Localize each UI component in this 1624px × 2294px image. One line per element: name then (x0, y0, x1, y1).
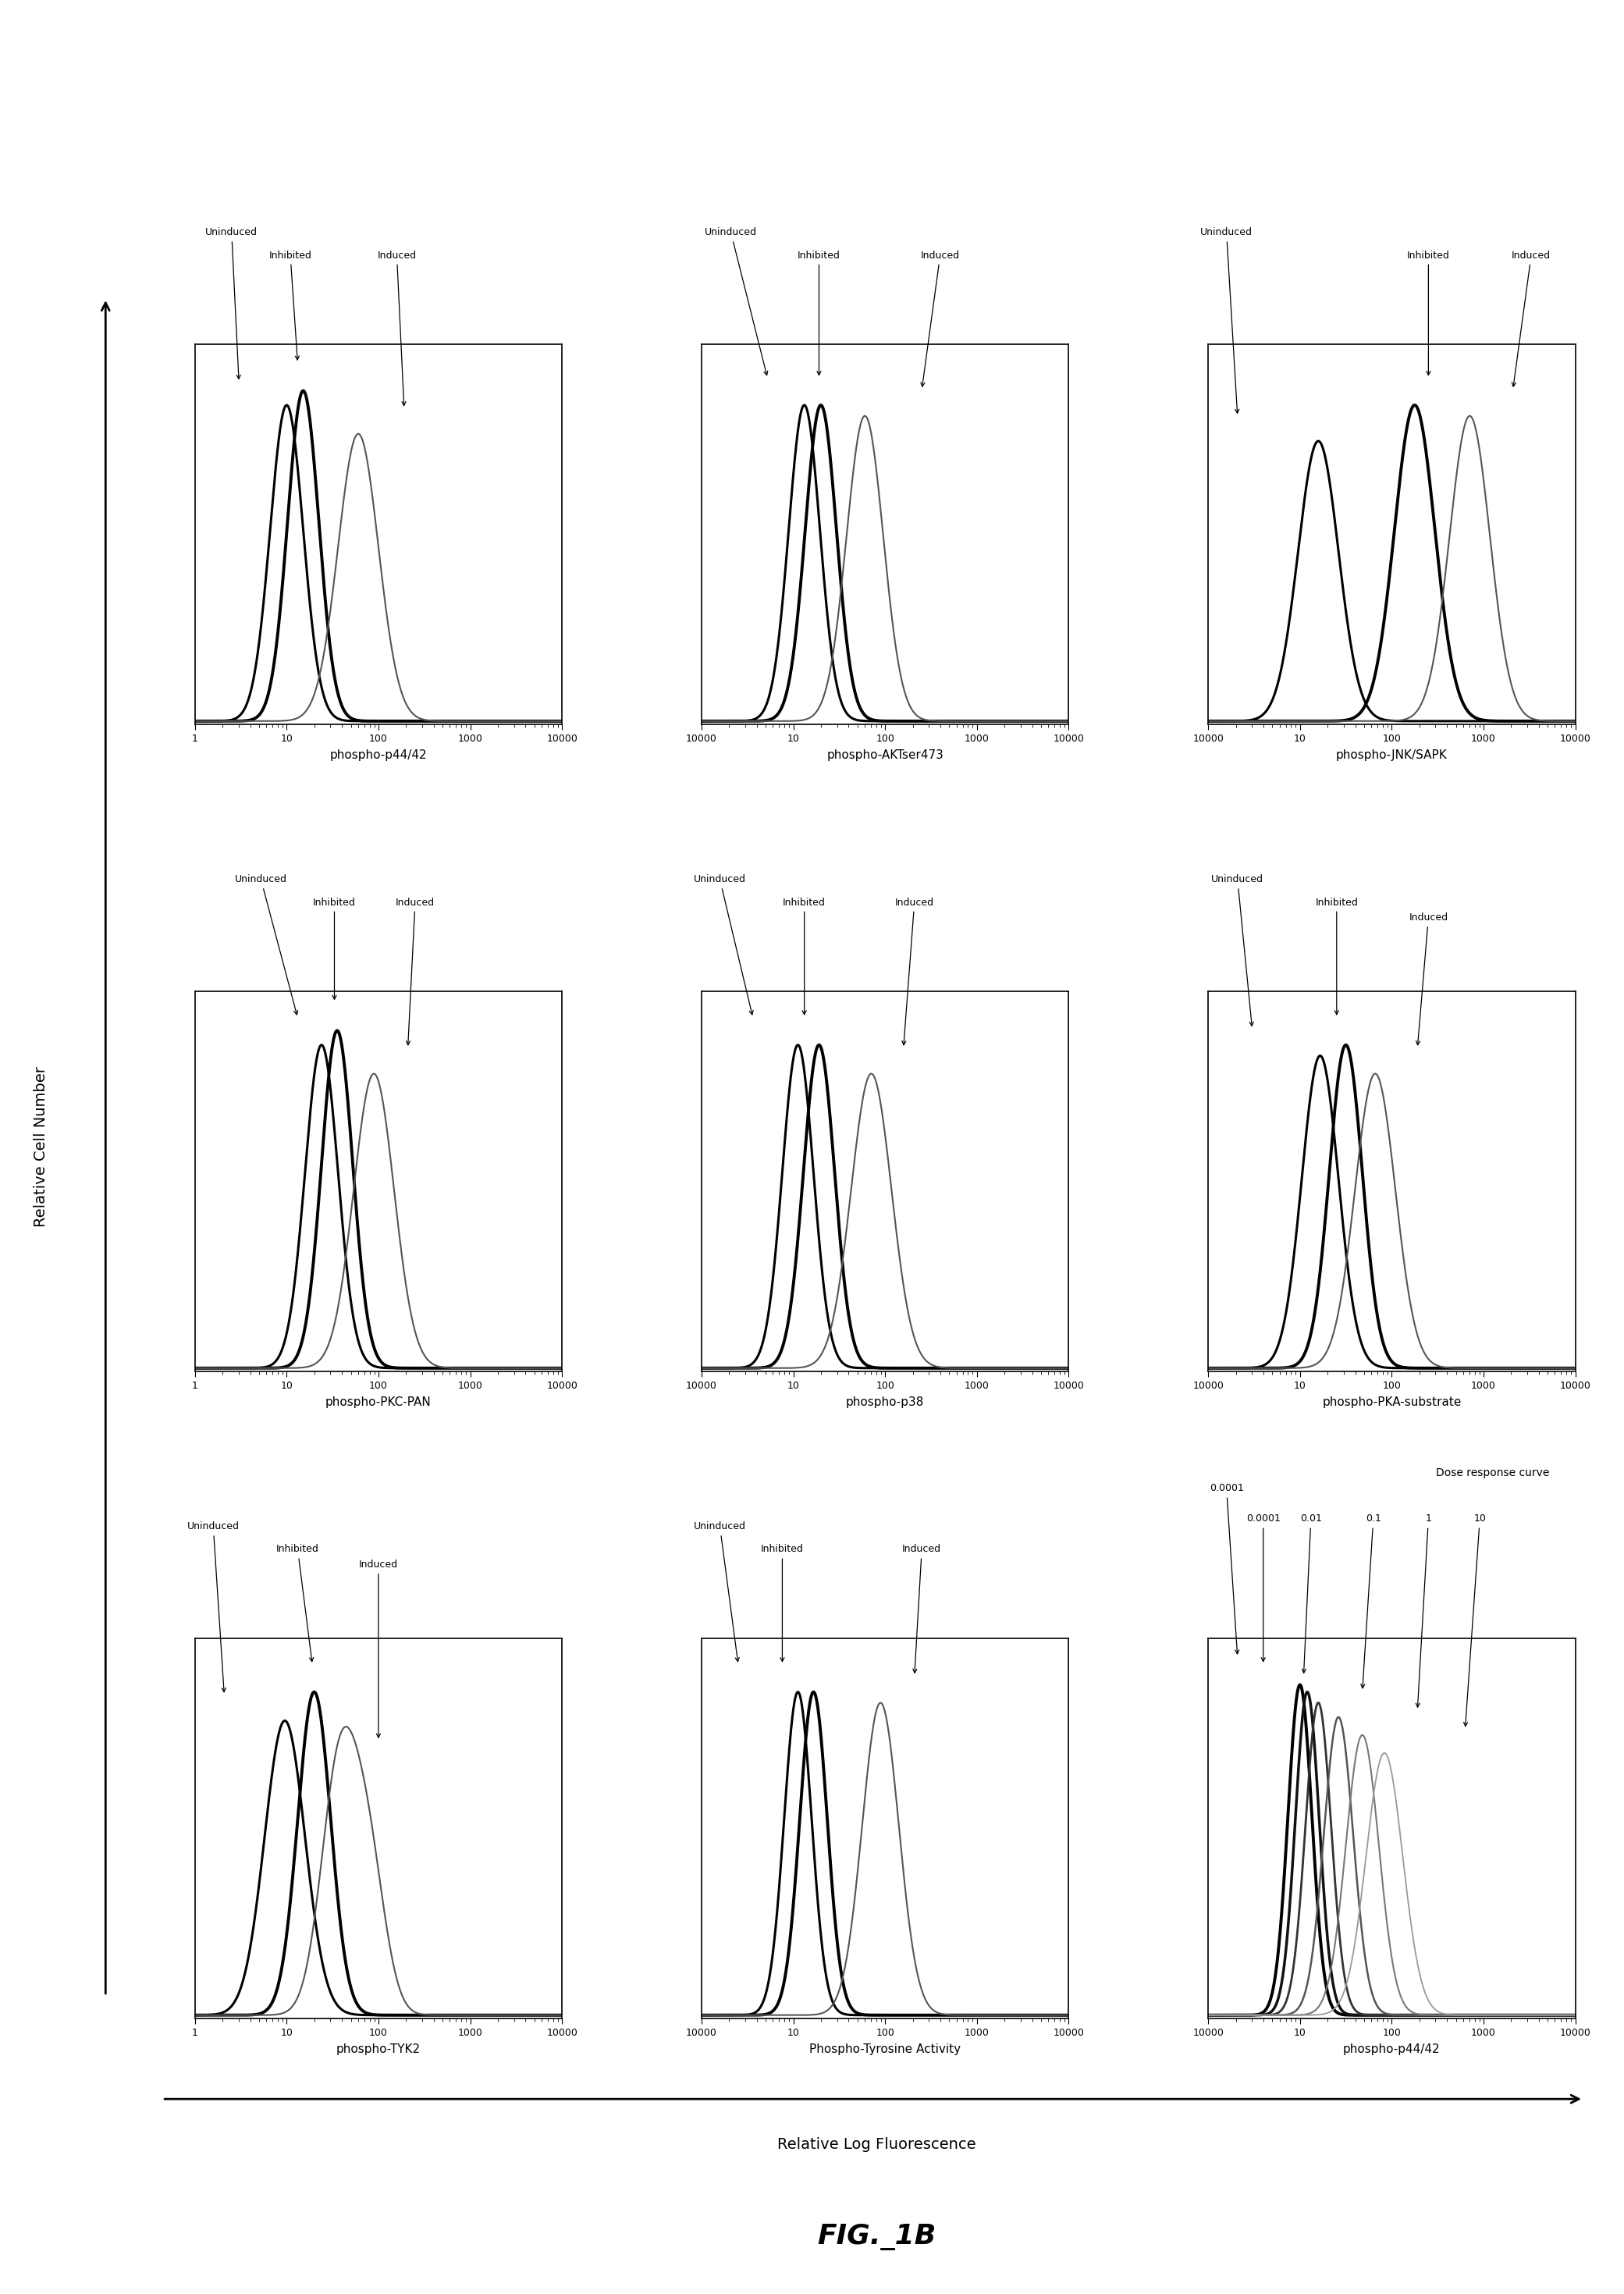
Text: 0.01: 0.01 (1301, 1514, 1322, 1672)
Text: Inhibited: Inhibited (762, 1544, 804, 1661)
Text: Uninduced: Uninduced (1212, 874, 1263, 1025)
Text: Induced: Induced (1410, 913, 1449, 1046)
Text: Inhibited: Inhibited (313, 897, 356, 1000)
Text: Inhibited: Inhibited (1406, 250, 1450, 376)
Text: Inhibited: Inhibited (1315, 897, 1358, 1014)
Text: Uninduced: Uninduced (705, 227, 768, 376)
X-axis label: phospho-p38: phospho-p38 (846, 1397, 924, 1409)
X-axis label: Phospho-Tyrosine Activity: Phospho-Tyrosine Activity (809, 2044, 961, 2055)
Text: Induced: Induced (903, 1544, 942, 1672)
X-axis label: phospho-PKA-substrate: phospho-PKA-substrate (1322, 1397, 1462, 1409)
X-axis label: phospho-p44/42: phospho-p44/42 (1343, 2044, 1440, 2055)
Text: Uninduced: Uninduced (187, 1521, 239, 1693)
Text: Inhibited: Inhibited (797, 250, 840, 376)
X-axis label: phospho-TYK2: phospho-TYK2 (336, 2044, 421, 2055)
Text: Relative Log Fluorescence: Relative Log Fluorescence (778, 2138, 976, 2152)
Text: FIG._1B: FIG._1B (817, 2223, 937, 2250)
Text: Induced: Induced (895, 897, 934, 1046)
Text: Uninduced: Uninduced (693, 1521, 745, 1661)
Text: Uninduced: Uninduced (235, 874, 297, 1014)
Text: Induced: Induced (396, 897, 435, 1046)
Text: 10: 10 (1463, 1514, 1486, 1725)
Text: Inhibited: Inhibited (276, 1544, 318, 1661)
X-axis label: phospho-PKC-PAN: phospho-PKC-PAN (325, 1397, 432, 1409)
Text: 1: 1 (1416, 1514, 1431, 1707)
Text: Induced: Induced (921, 250, 960, 388)
Text: 0.0001: 0.0001 (1210, 1484, 1244, 1654)
Text: Induced: Induced (359, 1560, 398, 1737)
Text: Dose response curve: Dose response curve (1436, 1468, 1549, 1477)
Text: Uninduced: Uninduced (206, 227, 258, 379)
Text: 0.0001: 0.0001 (1246, 1514, 1280, 1661)
Text: Induced: Induced (1512, 250, 1551, 388)
Text: Induced: Induced (377, 250, 416, 406)
Text: Uninduced: Uninduced (693, 874, 754, 1014)
Text: Inhibited: Inhibited (270, 250, 312, 360)
Text: Relative Cell Number: Relative Cell Number (32, 1067, 49, 1227)
X-axis label: phospho-p44/42: phospho-p44/42 (330, 750, 427, 762)
X-axis label: phospho-JNK/SAPK: phospho-JNK/SAPK (1337, 750, 1447, 762)
Text: Uninduced: Uninduced (1200, 227, 1252, 413)
X-axis label: phospho-AKTser473: phospho-AKTser473 (827, 750, 944, 762)
Text: Inhibited: Inhibited (783, 897, 825, 1014)
Text: 0.1: 0.1 (1361, 1514, 1380, 1688)
